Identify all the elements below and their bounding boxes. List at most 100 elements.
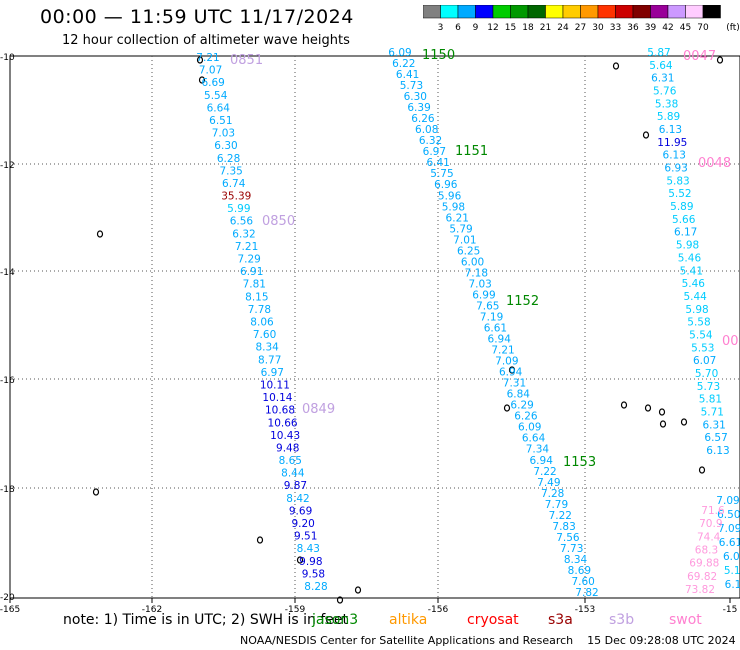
y-tick-label: -12 bbox=[0, 161, 15, 171]
colorbar-label: 42 bbox=[662, 23, 673, 33]
wave-height-label: 7.79 bbox=[545, 499, 568, 511]
wave-height-label: 5.98 bbox=[676, 240, 699, 252]
colorbar-label: 6 bbox=[455, 23, 461, 33]
wave-height-label: 6.00 bbox=[461, 256, 484, 268]
colorbar-label: 36 bbox=[627, 23, 639, 33]
wave-height-label: 5.75 bbox=[430, 168, 453, 180]
wave-height-label: 5.73 bbox=[400, 80, 423, 92]
island-outline bbox=[716, 56, 724, 64]
wave-height-label: 6.64 bbox=[522, 433, 546, 445]
wave-height-label: 5.58 bbox=[687, 317, 710, 329]
x-tick-label: -162 bbox=[142, 605, 162, 615]
island-outline bbox=[92, 488, 100, 496]
wave-height-label: 6.08 bbox=[415, 124, 438, 136]
wave-height-label: 69.88 bbox=[689, 558, 719, 570]
x-tick-label: -156 bbox=[428, 605, 449, 615]
wave-height-label: 8.34 bbox=[564, 554, 588, 566]
wave-height-label: 7.18 bbox=[465, 267, 488, 279]
island-outline bbox=[644, 404, 652, 412]
wave-height-label: 6.61 bbox=[484, 323, 507, 335]
satellite-legend-jason3: jason3 bbox=[312, 612, 359, 628]
wave-height-label: 5.98 bbox=[685, 304, 708, 316]
wave-height-label: 7.22 bbox=[549, 510, 572, 522]
pass-time-label: 1150 bbox=[422, 48, 455, 63]
colorbar-label: 12 bbox=[487, 23, 498, 33]
satellite-legend-cryosat: cryosat bbox=[467, 612, 519, 628]
wave-height-label: 9.58 bbox=[302, 568, 325, 580]
wave-height-label: 6.22 bbox=[392, 58, 415, 70]
wave-height-label: 5.99 bbox=[227, 203, 250, 215]
wave-height-label: 7.56 bbox=[556, 532, 580, 544]
wave-height-label: 8.15 bbox=[245, 291, 268, 303]
colorbar-label: 30 bbox=[592, 23, 604, 33]
colorbar-label: 15 bbox=[505, 23, 516, 33]
pass-time-label: 0850 bbox=[262, 214, 295, 229]
wave-height-label: 5.87 bbox=[647, 47, 670, 59]
wave-height-label: 70.9 bbox=[699, 518, 722, 530]
wave-height-label: 7.35 bbox=[219, 165, 242, 177]
y-tick-label: -16 bbox=[0, 376, 15, 386]
wave-height-label: 6.26 bbox=[514, 411, 538, 423]
wave-height-label: 5.70 bbox=[695, 368, 718, 380]
colorbar-unit: (ft) bbox=[726, 23, 740, 33]
x-tick-label: -165 bbox=[0, 605, 20, 615]
wave-height-label: 9.87 bbox=[284, 480, 307, 492]
wave-height-label: 8.77 bbox=[258, 354, 281, 366]
wave-height-label: 35.39 bbox=[221, 191, 251, 203]
wave-height-label: 5.41 bbox=[680, 265, 703, 277]
wave-height-label: 6.51 bbox=[209, 115, 232, 127]
wave-height-label: 9.48 bbox=[276, 442, 299, 454]
wave-height-label: 6.41 bbox=[426, 157, 449, 169]
wave-height-label: 7.21 bbox=[196, 52, 219, 64]
island-outline bbox=[503, 404, 511, 412]
page-subtitle: 12 hour collection of altimeter wave hei… bbox=[62, 33, 350, 48]
island-outline bbox=[256, 536, 264, 544]
wave-height-label: 6.09 bbox=[388, 47, 411, 59]
wave-height-label: 7.09 bbox=[716, 495, 739, 507]
wave-height-label: 7.19 bbox=[480, 311, 503, 323]
pass-time-label: 0849 bbox=[302, 402, 335, 417]
wave-height-label: 6.13 bbox=[706, 445, 729, 457]
wave-height-label: 7.31 bbox=[503, 378, 526, 390]
wave-height-label: 5.83 bbox=[666, 175, 689, 187]
y-tick-label: -20 bbox=[0, 593, 15, 603]
wave-height-label: 7.28 bbox=[541, 488, 564, 500]
wave-height-label: 7.29 bbox=[237, 254, 260, 266]
colorbar-label: 39 bbox=[645, 23, 657, 33]
wave-height-label: 5.89 bbox=[670, 201, 693, 213]
wave-height-label: 7.09 bbox=[718, 523, 740, 535]
wave-height-label: 6.0 bbox=[723, 551, 740, 563]
wave-height-label: 5.54 bbox=[204, 90, 228, 102]
wave-height-label: 7.07 bbox=[199, 65, 222, 77]
wave-height-label: 6.31 bbox=[702, 419, 725, 431]
wave-height-label: 8.28 bbox=[304, 581, 327, 593]
colorbar-label: 33 bbox=[610, 23, 621, 33]
island-outline bbox=[296, 556, 304, 564]
wave-height-label: 6.99 bbox=[472, 289, 495, 301]
wave-height-label: 7.82 bbox=[575, 587, 598, 599]
wave-height-label: 6.21 bbox=[446, 212, 469, 224]
wave-height-label: 6.93 bbox=[664, 163, 687, 175]
island-outline bbox=[698, 466, 706, 474]
y-tick-label: -14 bbox=[0, 268, 15, 278]
wave-height-label: 5.79 bbox=[449, 223, 472, 235]
colorbar: 3 6 9 12 15 18 21 24 27 30 33 36 39 42 45 70 (ft) bbox=[423, 5, 740, 33]
wave-height-label: 8.69 bbox=[568, 565, 591, 577]
wave-height-label: 5.46 bbox=[682, 278, 706, 290]
pass-time-label: 0047 bbox=[683, 49, 716, 64]
wave-height-label: 7.09 bbox=[495, 356, 518, 368]
wave-height-label: 8.34 bbox=[255, 342, 279, 354]
y-tick-label: -18 bbox=[0, 485, 15, 495]
pass-time-label: 1152 bbox=[506, 294, 539, 309]
wave-height-label: 6.25 bbox=[457, 245, 480, 257]
pass-time-label: 00 bbox=[722, 334, 739, 349]
wave-height-label: 7.22 bbox=[533, 466, 556, 478]
island-outline bbox=[196, 56, 204, 64]
wave-height-label: 6.61 bbox=[719, 537, 740, 549]
wave-height-label: 10.68 bbox=[265, 405, 295, 417]
wave-height-label: 7.21 bbox=[235, 241, 258, 253]
satellite-legend-altika: altika bbox=[389, 612, 428, 628]
island-outline bbox=[620, 401, 628, 409]
satellite-legend-swot: swot bbox=[669, 612, 702, 628]
wave-height-label: 74.4 bbox=[697, 531, 721, 543]
